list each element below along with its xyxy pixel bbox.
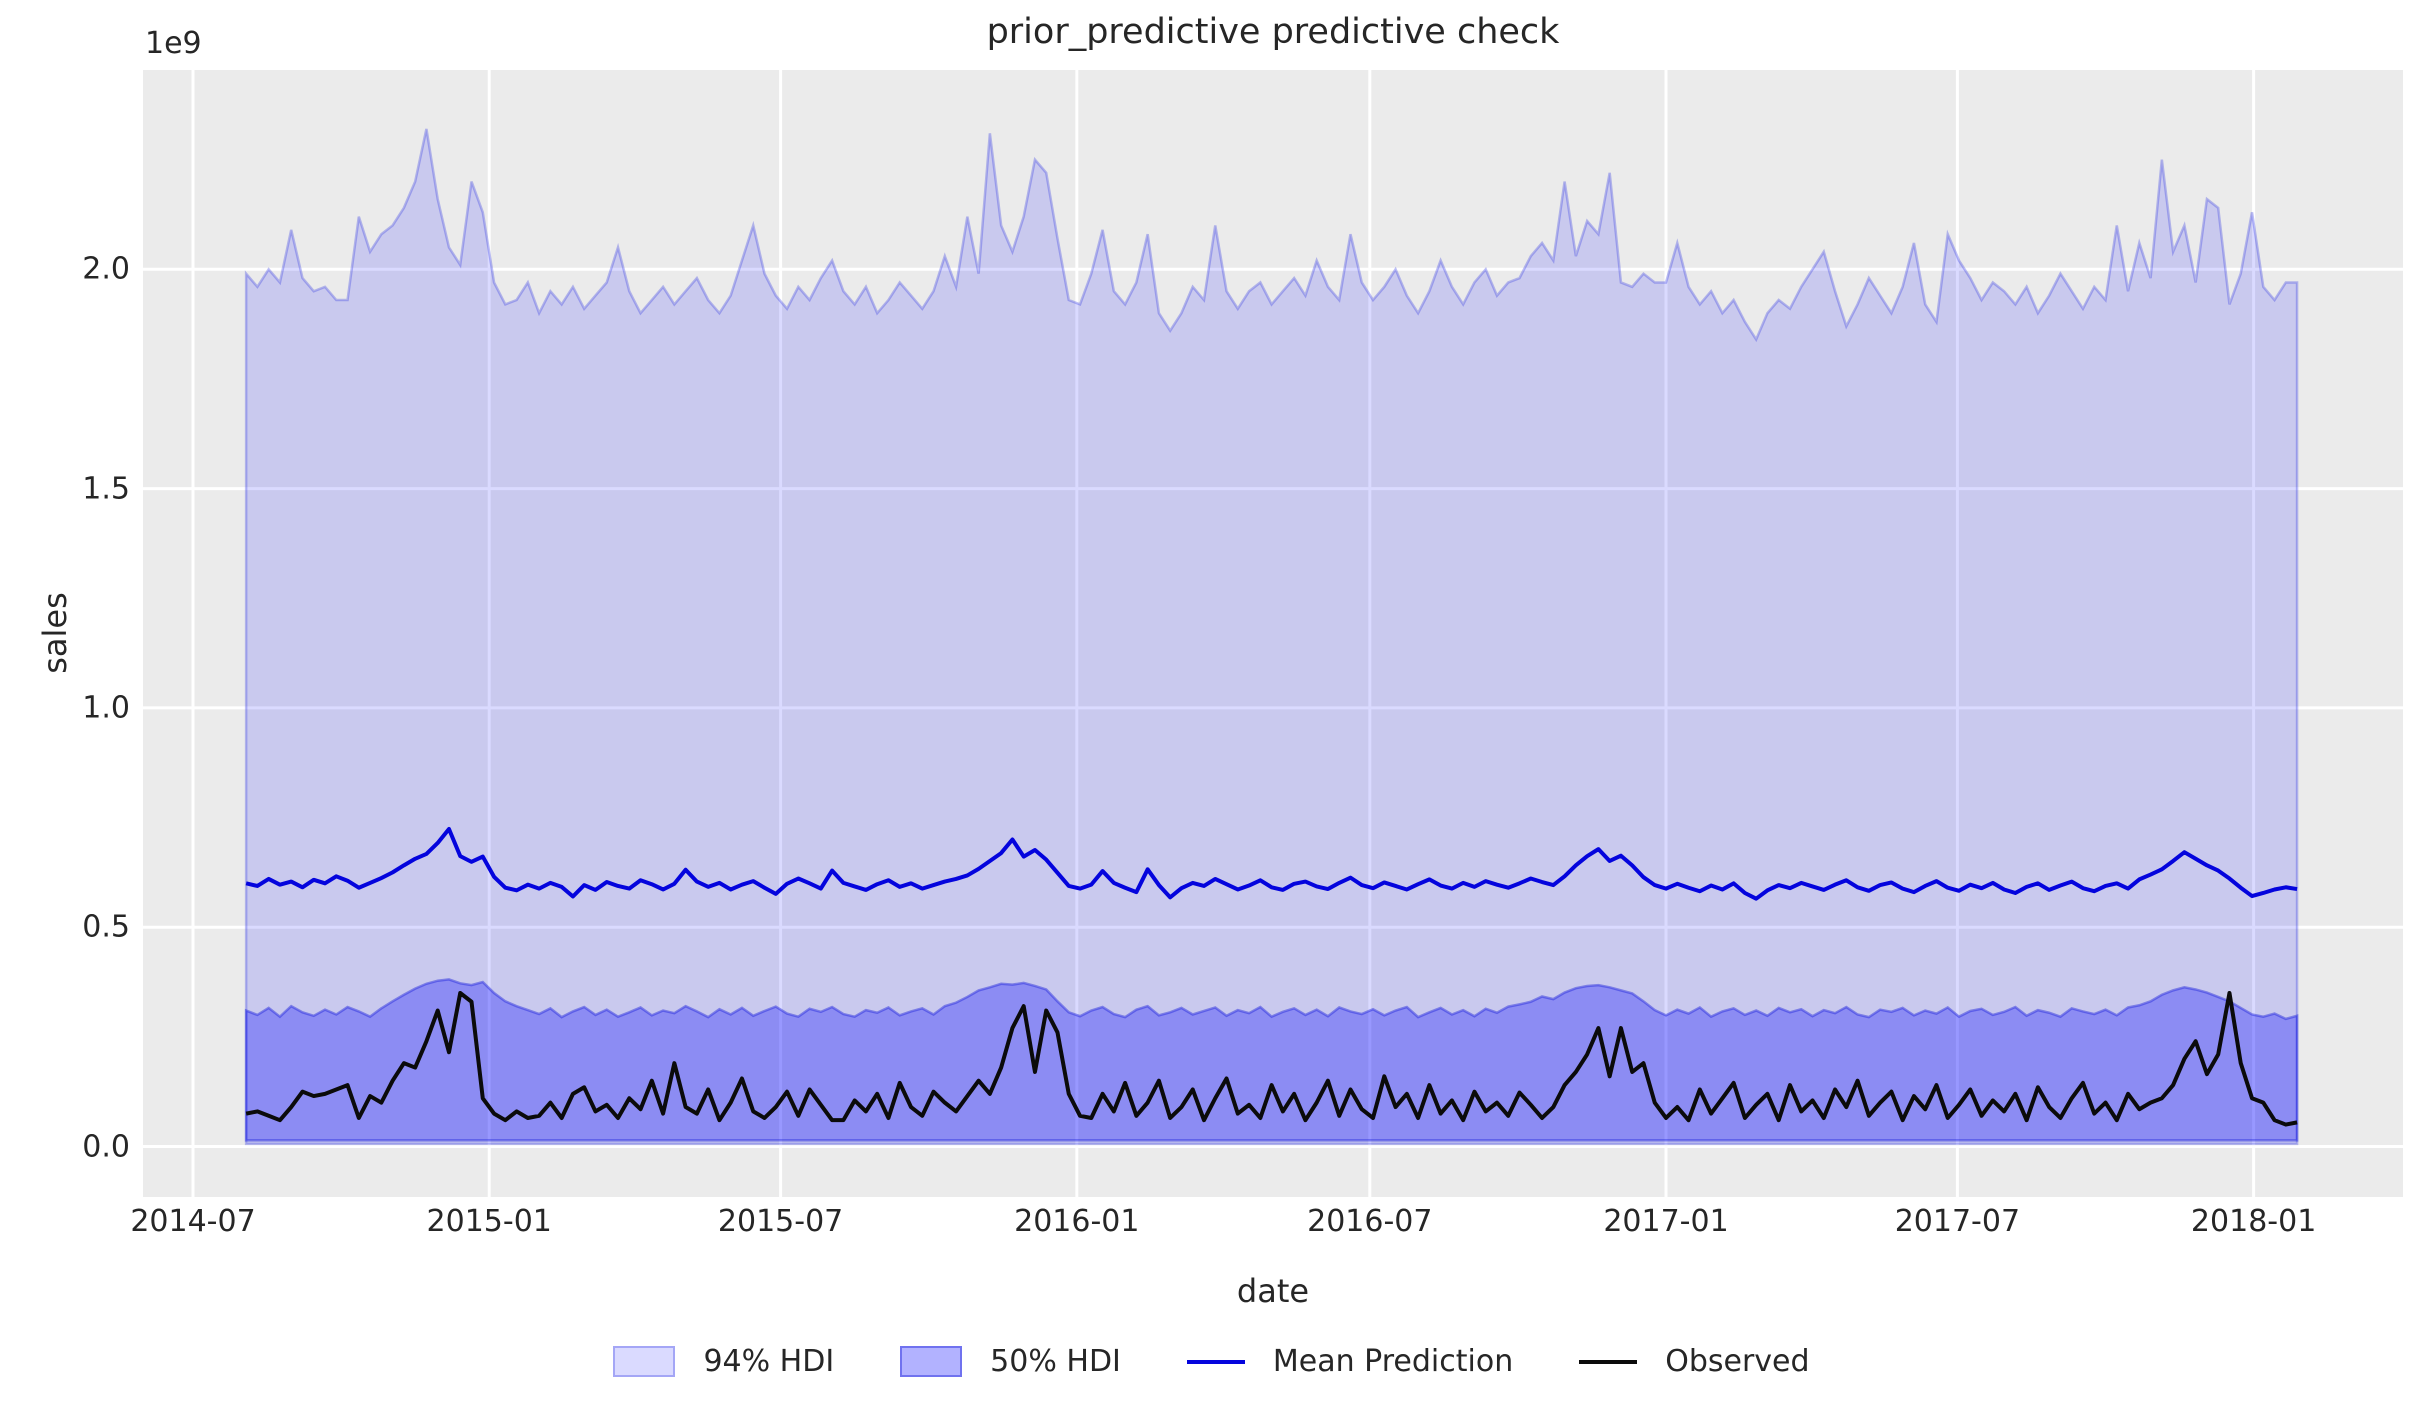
y-axis-label: sales xyxy=(35,592,74,674)
x-tick-label: 2014-07 xyxy=(130,1204,256,1239)
legend-patch-swatch xyxy=(613,1346,676,1377)
x-tick-label: 2017-07 xyxy=(1894,1204,2021,1239)
y-tick-label: 2.0 xyxy=(82,251,130,287)
x-tick-label: 2015-01 xyxy=(426,1204,552,1239)
x-tick-label: 2015-07 xyxy=(717,1204,844,1239)
plot-area xyxy=(143,70,2403,1197)
x-tick-label: 2017-01 xyxy=(1603,1204,1729,1239)
legend-line-swatch xyxy=(1579,1359,1638,1364)
legend: 94% HDI 50% HDI Mean Prediction Observed xyxy=(0,1344,2423,1379)
hdi-94-band xyxy=(244,128,2299,1146)
legend-item: 50% HDI xyxy=(900,1344,1121,1379)
legend-patch-swatch xyxy=(900,1346,963,1377)
chart-title: prior_predictive predictive check xyxy=(986,12,1560,52)
legend-item: Mean Prediction xyxy=(1186,1344,1514,1379)
legend-label: 50% HDI xyxy=(990,1344,1121,1379)
legend-label: Observed xyxy=(1665,1344,1810,1379)
y-axis-offset-text: 1e9 xyxy=(145,26,202,61)
legend-item: Observed xyxy=(1579,1344,1810,1379)
mean-prediction-line xyxy=(245,826,2298,901)
legend-label: 94% HDI xyxy=(703,1344,835,1379)
x-tick-label: 2016-07 xyxy=(1307,1204,1433,1239)
y-tick-label: 0.5 xyxy=(82,909,130,945)
legend-item: 94% HDI xyxy=(613,1344,834,1379)
observed-line xyxy=(245,990,2298,1127)
x-axis-label: date xyxy=(1236,1272,1310,1310)
y-tick-label: 1.5 xyxy=(82,471,130,507)
y-tick-label: 1.0 xyxy=(82,690,130,726)
x-tick-label: 2018-01 xyxy=(2190,1204,2317,1239)
y-tick-label: 0.0 xyxy=(82,1129,130,1164)
legend-label: Mean Prediction xyxy=(1272,1344,1514,1379)
legend-line-swatch xyxy=(1186,1359,1245,1364)
x-tick-label: 2016-01 xyxy=(1014,1204,1140,1239)
